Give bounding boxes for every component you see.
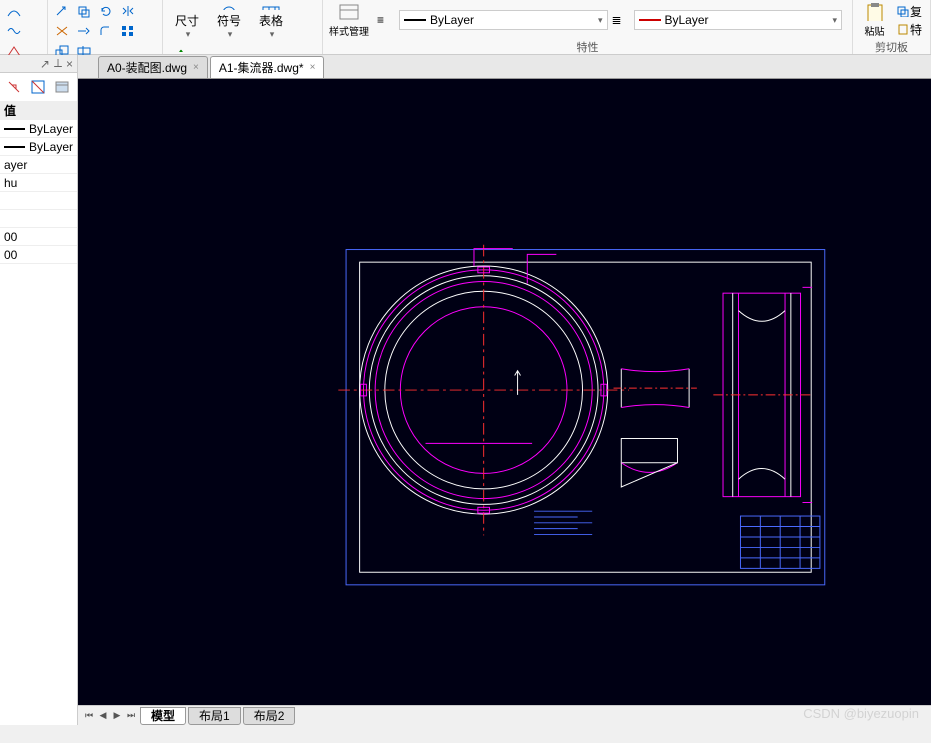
panel-toolbar: [0, 73, 77, 102]
modify-rotate-icon[interactable]: [96, 2, 116, 20]
tab-nav-first-icon[interactable]: ⏮: [82, 708, 96, 724]
doc-tab-1[interactable]: A0-装配图.dwg ×: [98, 56, 208, 78]
linetype-combo[interactable]: ByLayer ▾: [399, 10, 608, 30]
layout-tab-2[interactable]: 布局2: [243, 707, 296, 725]
copy-label: 复: [910, 3, 922, 20]
ribbon-group-clipboard-label: 剪切板: [857, 38, 926, 56]
modify-trim-icon[interactable]: [52, 22, 72, 40]
paste-special-button[interactable]: 特: [892, 20, 926, 38]
document-area: A0-装配图.dwg × A1-集流器.dwg* × ⏮ ◀ ▶ ⏭ 模型 布局…: [78, 55, 931, 725]
paste-button[interactable]: 粘贴: [857, 2, 892, 38]
table-button[interactable]: 表格▾: [253, 4, 289, 40]
modify-fillet-icon[interactable]: [96, 22, 116, 40]
layout-tab-2-label: 布局2: [254, 707, 285, 724]
layout-tab-model-label: 模型: [151, 707, 175, 724]
layout-tabs: ⏮ ◀ ▶ ⏭ 模型 布局1 布局2: [78, 705, 931, 725]
chevron-down-icon: ▾: [186, 29, 191, 40]
property-row[interactable]: ayer: [0, 156, 77, 174]
lineweight-icon: ≣: [612, 13, 630, 27]
symbol-button[interactable]: 符号▾: [211, 4, 247, 40]
doc-tab-2[interactable]: A1-集流器.dwg* ×: [210, 56, 325, 78]
dimension-label: 尺寸: [175, 12, 199, 29]
modify-mirror-icon[interactable]: [118, 2, 138, 20]
select-similar-icon[interactable]: [28, 77, 48, 97]
layout-tab-1[interactable]: 布局1: [188, 707, 241, 725]
special-label: 特: [910, 21, 922, 38]
properties-toggle-icon[interactable]: [52, 77, 72, 97]
drawing-canvas[interactable]: [78, 79, 931, 705]
ribbon: 曲线 修改 尺寸▾ 符号▾: [0, 0, 931, 55]
properties-panel: ↗ ⟂ × 值 ByLayerByLayerayerhu0000: [0, 55, 78, 725]
linetype-icon: ≡: [377, 13, 395, 27]
panel-pin-icon[interactable]: ⟂: [54, 56, 62, 71]
modify-extend-icon[interactable]: [74, 22, 94, 40]
paste-label: 粘贴: [865, 23, 885, 38]
style-manager-label: 样式管理: [329, 23, 369, 38]
lineweight-value: ByLayer: [665, 13, 709, 27]
panel-autohide-icon[interactable]: ↗: [40, 57, 50, 71]
panel-close-icon[interactable]: ×: [66, 57, 73, 71]
chevron-down-icon: ▾: [270, 29, 275, 40]
property-row[interactable]: hu: [0, 174, 77, 192]
modify-move-icon[interactable]: [52, 2, 72, 20]
tab-nav-prev-icon[interactable]: ◀: [96, 708, 110, 724]
property-list: ByLayerByLayerayerhu0000: [0, 120, 77, 264]
modify-array-icon[interactable]: [118, 22, 138, 40]
chevron-down-icon: ▾: [598, 15, 603, 26]
property-row[interactable]: ByLayer: [0, 138, 77, 156]
property-row[interactable]: [0, 210, 77, 228]
table-label: 表格: [259, 12, 283, 29]
modify-copy-icon[interactable]: [74, 2, 94, 20]
ribbon-group-props-label: 特性: [327, 38, 848, 56]
copy-button[interactable]: 复: [892, 2, 926, 20]
close-icon[interactable]: ×: [310, 62, 316, 73]
prop-header-value: 值: [0, 102, 77, 120]
tab-nav-last-icon[interactable]: ⏭: [124, 708, 138, 724]
layout-tab-1-label: 布局1: [199, 707, 230, 724]
quick-select-icon[interactable]: [4, 77, 24, 97]
document-tabs: A0-装配图.dwg × A1-集流器.dwg* ×: [78, 55, 931, 79]
property-row[interactable]: [0, 192, 77, 210]
property-row[interactable]: ByLayer: [0, 120, 77, 138]
cad-drawing: [78, 79, 931, 705]
property-row[interactable]: 00: [0, 246, 77, 264]
curve-tool-1[interactable]: [4, 2, 24, 20]
layout-tab-model[interactable]: 模型: [140, 707, 186, 725]
property-row[interactable]: 00: [0, 228, 77, 246]
close-icon[interactable]: ×: [193, 62, 199, 73]
chevron-down-icon: ▾: [832, 15, 837, 26]
panel-header: ↗ ⟂ ×: [0, 55, 77, 73]
curve-tool-2[interactable]: [4, 22, 24, 40]
lineweight-combo[interactable]: ByLayer ▾: [634, 10, 843, 30]
linetype-value: ByLayer: [430, 13, 474, 27]
chevron-down-icon: ▾: [228, 29, 233, 40]
style-manager-button[interactable]: 样式管理: [327, 2, 371, 38]
symbol-label: 符号: [217, 12, 241, 29]
tab-nav-next-icon[interactable]: ▶: [110, 708, 124, 724]
doc-tab-1-label: A0-装配图.dwg: [107, 59, 187, 76]
dimension-button[interactable]: 尺寸▾: [169, 4, 205, 40]
doc-tab-2-label: A1-集流器.dwg*: [219, 59, 304, 76]
